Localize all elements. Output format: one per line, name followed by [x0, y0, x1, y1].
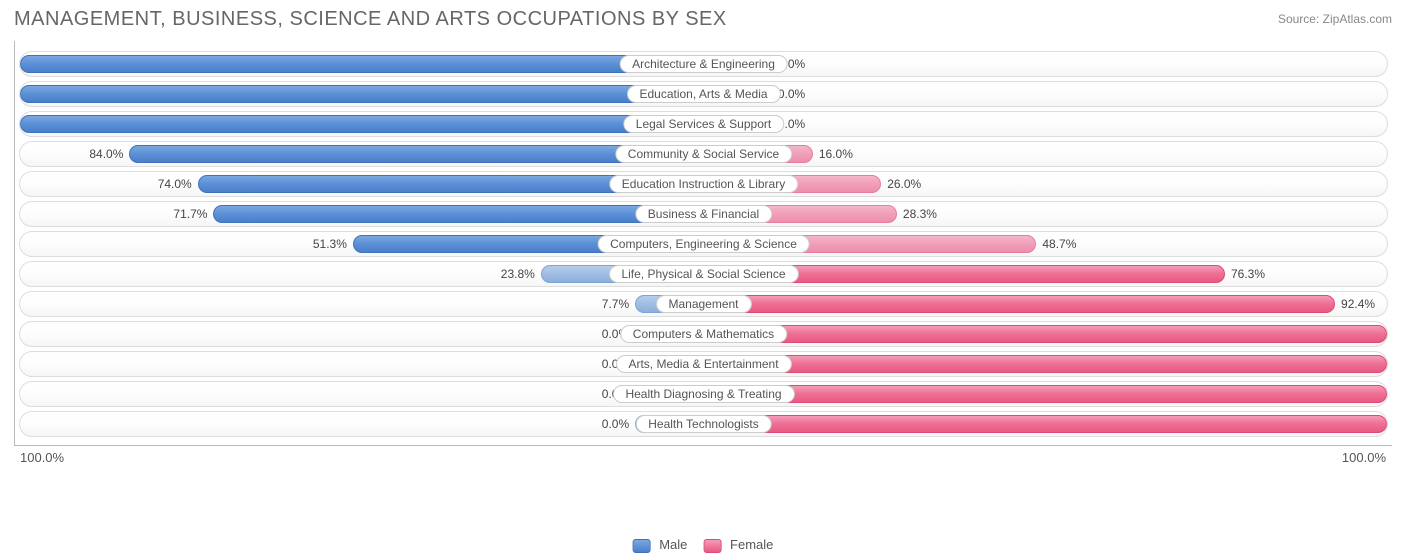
male-half: 100.0%: [20, 82, 704, 106]
male-half: 0.0%: [20, 412, 704, 436]
female-half: 0.0%: [704, 52, 1388, 76]
female-half: 100.0%: [704, 382, 1388, 406]
female-half: 0.0%: [704, 82, 1388, 106]
chart-row: 71.7% 28.3% Business & Financial: [19, 201, 1388, 227]
female-value-label: 100.0%: [1387, 412, 1388, 436]
male-half: 74.0%: [20, 172, 704, 196]
female-half: 100.0%: [704, 412, 1388, 436]
female-half: 76.3%: [704, 262, 1388, 286]
male-value-label: 84.0%: [89, 142, 129, 166]
male-value-label: 100.0%: [19, 82, 20, 106]
legend-male: Male: [633, 537, 688, 553]
chart-row: 100.0% 0.0%Legal Services & Support: [19, 111, 1388, 137]
male-half: 0.0%: [20, 352, 704, 376]
female-value-label: 16.0%: [813, 142, 853, 166]
male-half: 23.8%: [20, 262, 704, 286]
male-bar: [20, 85, 704, 103]
legend-male-label: Male: [659, 537, 687, 552]
chart-row: 0.0% 100.0% Arts, Media & Entertainment: [19, 351, 1388, 377]
male-bar: [20, 115, 704, 133]
chart-header: MANAGEMENT, BUSINESS, SCIENCE AND ARTS O…: [14, 8, 1392, 31]
axis-left-label: 100.0%: [20, 450, 64, 465]
chart-row: 7.7% 92.4% Management: [19, 291, 1388, 317]
female-swatch-icon: [703, 539, 721, 553]
female-bar: [704, 325, 1388, 343]
chart-row: 0.0% 100.0% Computers & Mathematics: [19, 321, 1388, 347]
category-label: Legal Services & Support: [623, 115, 784, 133]
chart-title: MANAGEMENT, BUSINESS, SCIENCE AND ARTS O…: [14, 8, 727, 31]
male-half: 100.0%: [20, 52, 704, 76]
female-half: 28.3%: [704, 202, 1388, 226]
female-half: 92.4%: [704, 292, 1388, 316]
female-half: 26.0%: [704, 172, 1388, 196]
axis-right-label: 100.0%: [1342, 450, 1386, 465]
chart-row: 0.0% 100.0% Health Diagnosing & Treating: [19, 381, 1388, 407]
female-bar: [704, 295, 1336, 313]
chart-row: 100.0% 0.0%Architecture & Engineering: [19, 51, 1388, 77]
chart-area: 100.0%0.0%Architecture & Engineering100.…: [14, 41, 1392, 446]
category-label: Management: [655, 295, 751, 313]
male-half: 84.0%: [20, 142, 704, 166]
male-value-label: 0.0%: [602, 412, 635, 436]
female-value-label: 92.4%: [1335, 292, 1375, 316]
female-value-label: 100.0%: [1387, 352, 1388, 376]
male-value-label: 7.7%: [602, 292, 635, 316]
category-label: Education Instruction & Library: [609, 175, 798, 193]
male-half: 71.7%: [20, 202, 704, 226]
male-value-label: 51.3%: [313, 232, 353, 256]
male-bar: [20, 55, 704, 73]
male-half: 100.0%: [20, 112, 704, 136]
chart-row: 23.8% 76.3% Life, Physical & Social Scienc…: [19, 261, 1388, 287]
female-bar: [704, 385, 1388, 403]
category-label: Computers & Mathematics: [620, 325, 787, 343]
male-half: 0.0%: [20, 322, 704, 346]
male-value-label: 100.0%: [19, 52, 20, 76]
female-bar: [704, 415, 1388, 433]
male-value-label: 71.7%: [173, 202, 213, 226]
male-value-label: 23.8%: [501, 262, 541, 286]
category-label: Education, Arts & Media: [626, 85, 780, 103]
chart-row: 84.0% 16.0% Community & Social Service: [19, 141, 1388, 167]
female-half: 0.0%: [704, 112, 1388, 136]
legend-female-label: Female: [730, 537, 773, 552]
female-bar: [704, 355, 1388, 373]
category-label: Computers, Engineering & Science: [597, 235, 810, 253]
female-value-label: 76.3%: [1225, 262, 1265, 286]
chart-row: 74.0% 26.0% Education Instruction & Librar…: [19, 171, 1388, 197]
category-label: Business & Financial: [635, 205, 772, 223]
female-half: 100.0%: [704, 322, 1388, 346]
category-label: Architecture & Engineering: [619, 55, 788, 73]
female-half: 16.0%: [704, 142, 1388, 166]
male-value-label: 100.0%: [19, 112, 20, 136]
female-value-label: 100.0%: [1387, 322, 1388, 346]
category-label: Health Technologists: [635, 415, 772, 433]
category-label: Community & Social Service: [615, 145, 792, 163]
male-bar: [213, 205, 703, 223]
female-half: 100.0%: [704, 352, 1388, 376]
male-half: 7.7%: [20, 292, 704, 316]
category-label: Life, Physical & Social Science: [608, 265, 798, 283]
legend-female: Female: [703, 537, 773, 553]
male-half: 0.0%: [20, 382, 704, 406]
chart-row: 0.0% 100.0% Health Technologists: [19, 411, 1388, 437]
chart-row: 100.0% 0.0%Education, Arts & Media: [19, 81, 1388, 107]
category-label: Arts, Media & Entertainment: [615, 355, 791, 373]
female-value-label: 28.3%: [897, 202, 937, 226]
female-value-label: 100.0%: [1387, 382, 1388, 406]
female-value-label: 26.0%: [881, 172, 921, 196]
chart-row: 51.3% 48.7% Computers, Engineering & Scien…: [19, 231, 1388, 257]
female-value-label: 48.7%: [1036, 232, 1076, 256]
male-value-label: 74.0%: [158, 172, 198, 196]
male-swatch-icon: [633, 539, 651, 553]
category-label: Health Diagnosing & Treating: [612, 385, 794, 403]
axis-labels: 100.0% 100.0%: [14, 446, 1392, 465]
chart-source: Source: ZipAtlas.com: [1278, 12, 1392, 26]
legend: Male Female: [633, 537, 774, 553]
